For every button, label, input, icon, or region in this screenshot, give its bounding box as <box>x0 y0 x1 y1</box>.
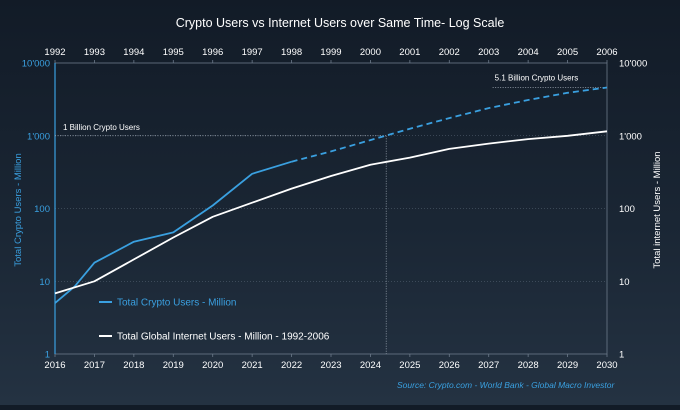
y-left-tick-label: 10'000 <box>22 59 50 70</box>
legend: Total Crypto Users - Million Total Global… <box>99 298 330 343</box>
crypto-users-projection-line <box>291 86 608 163</box>
y-left-tick-label: 100 <box>34 204 50 215</box>
x-bottom-tick-label: 2025 <box>399 360 420 371</box>
legend-crypto-label: Total Crypto Users - Million <box>117 298 236 309</box>
x-top-tick-label: 1993 <box>84 47 105 58</box>
x-top-tick-label: 2002 <box>439 47 460 58</box>
x-bottom-tick-label: 2016 <box>44 360 65 371</box>
annotation-1b-label: 1 Billion Crypto Users <box>63 123 140 132</box>
series <box>54 86 608 304</box>
internet-users-line <box>54 130 608 295</box>
x-bottom-tick-label: 2021 <box>242 360 263 371</box>
y-axis-left-label: Total Crypto Users - Million <box>13 153 24 267</box>
y-right-tick-label: 10'000 <box>619 59 647 70</box>
y-axis-right-label: Total internet Users - Million <box>652 151 663 268</box>
y-left-tick-label: 1'000 <box>27 131 50 142</box>
legend-internet-label: Total Global Internet Users - Million - … <box>117 332 330 343</box>
x-top-tick-label: 1996 <box>202 47 223 58</box>
x-bottom-tick-label: 2023 <box>320 360 341 371</box>
x-bottom-tick-label: 2020 <box>202 360 223 371</box>
annotation-5b-label: 5.1 Billion Crypto Users <box>495 74 579 83</box>
x-bottom-tick-label: 2017 <box>84 360 105 371</box>
x-top-tick-label: 1998 <box>281 47 302 58</box>
x-top-tick-label: 1995 <box>163 47 184 58</box>
x-bottom-tick-label: 2030 <box>596 360 617 371</box>
x-top-tick-label: 2000 <box>360 47 381 58</box>
x-top-tick-label: 2001 <box>399 47 420 58</box>
crypto-users-line <box>54 160 292 304</box>
x-top-tick-label: 1999 <box>320 47 341 58</box>
x-bottom-tick-label: 2026 <box>439 360 460 371</box>
x-bottom-tick-label: 2029 <box>557 360 578 371</box>
x-bottom-tick-label: 2019 <box>163 360 184 371</box>
x-top-tick-label: 2005 <box>557 47 578 58</box>
y-right-tick-label: 10 <box>619 277 630 288</box>
x-bottom-tick-label: 2018 <box>123 360 144 371</box>
x-bottom-tick-label: 2024 <box>360 360 381 371</box>
x-top-tick-label: 1994 <box>123 47 144 58</box>
y-left-tick-label: 1 <box>45 350 50 361</box>
x-top-tick-label: 2003 <box>478 47 499 58</box>
y-right-tick-label: 1'000 <box>619 131 642 142</box>
grid <box>54 62 608 355</box>
chart-title: Crypto Users vs Internet Users over Same… <box>176 16 505 30</box>
y-right-tick-label: 100 <box>619 204 635 215</box>
x-top-tick-label: 1992 <box>44 47 65 58</box>
source-note: Source: Crypto.com - World Bank - Global… <box>397 380 615 390</box>
x-top-tick-label: 2004 <box>518 47 539 58</box>
y-left-tick-label: 10 <box>39 277 50 288</box>
x-bottom-tick-label: 2027 <box>478 360 499 371</box>
x-bottom-tick-label: 2022 <box>281 360 302 371</box>
y-right-tick-label: 1 <box>619 350 624 361</box>
x-bottom-tick-label: 2028 <box>518 360 539 371</box>
annotations: 1 Billion Crypto Users 5.1 Billion Crypto… <box>55 74 607 354</box>
axes: 1 10 100 1'000 10'000 1 10 100 1'000 10'000 2016 20… <box>22 47 647 371</box>
x-top-tick-label: 1997 <box>242 47 263 58</box>
x-top-tick-label: 2006 <box>596 47 617 58</box>
